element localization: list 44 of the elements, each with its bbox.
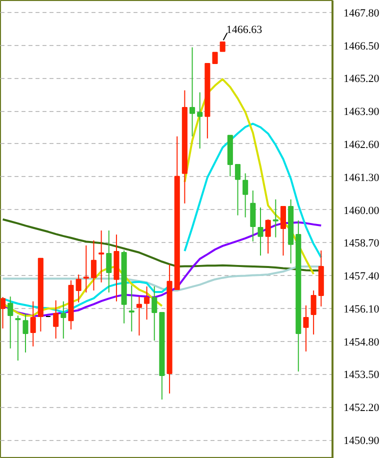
y-tick-label: 1450.90 [344, 435, 380, 448]
candlestick [190, 46, 196, 137]
y-tick-label: 1463.90 [344, 106, 380, 118]
y-tick-label: 1456.10 [344, 303, 380, 316]
candlestick [212, 52, 218, 64]
candlestick [90, 240, 97, 291]
candlestick [242, 172, 248, 218]
candlestick [258, 206, 264, 256]
candlestick [220, 42, 226, 52]
y-tick-label: 1465.20 [344, 73, 380, 86]
candlestick [280, 206, 286, 256]
candlestick [0, 296, 6, 329]
candlestick [128, 284, 134, 332]
candlestick [303, 304, 309, 352]
y-tick-label: 1466.50 [344, 40, 380, 52]
y-tick-label: 1453.50 [344, 369, 380, 382]
y-tick-label: 1458.70 [344, 238, 380, 250]
annotation: 1466.63 [226, 24, 263, 36]
candlestick [250, 190, 256, 242]
y-tick-label: 1452.20 [344, 402, 380, 414]
candlestick [30, 300, 36, 347]
candlestick [152, 286, 158, 342]
candlestick [83, 244, 89, 294]
y-tick-label: 1467.80 [344, 7, 380, 20]
candlestick [197, 92, 203, 150]
candlestick [106, 230, 112, 294]
candlestick [76, 274, 82, 303]
candlestick [53, 300, 59, 340]
candlestick [22, 313, 28, 353]
candlestick [8, 296, 14, 349]
candlestick [310, 290, 316, 336]
y-tick-label: 1457.40 [344, 270, 380, 283]
y-tick-label: 1462.60 [344, 138, 380, 151]
candlestick [60, 300, 66, 340]
candlestick [234, 164, 241, 216]
candlestick [144, 286, 150, 320]
candlestick [15, 315, 21, 362]
y-tick-label: 1461.30 [344, 172, 380, 184]
y-tick-label: 1460.00 [344, 204, 380, 217]
candlestick [136, 296, 142, 336]
candlestick [265, 218, 271, 254]
candlestick [272, 198, 278, 238]
candlestick [98, 230, 104, 283]
y-tick-label: 1454.80 [344, 336, 380, 348]
